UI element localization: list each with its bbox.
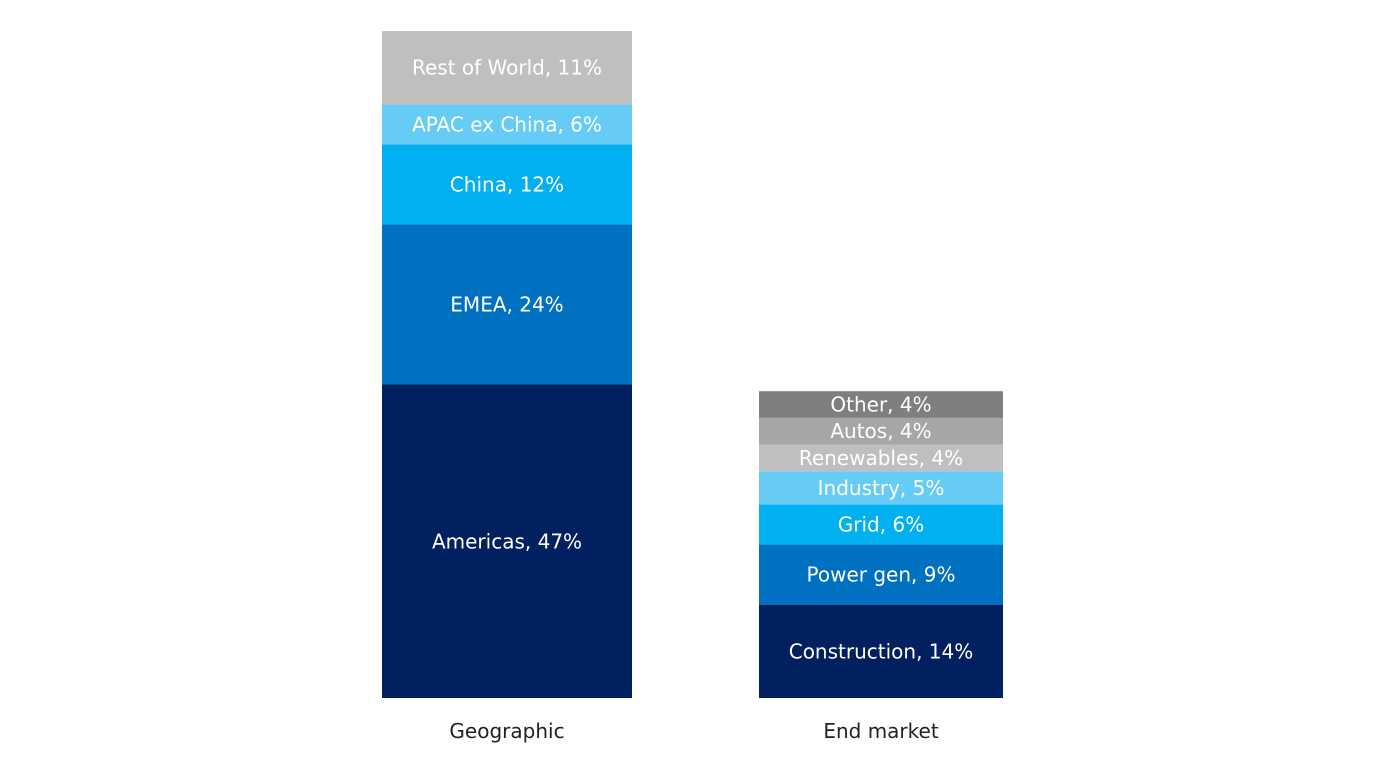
category-labels: Geographic End market — [449, 719, 938, 743]
bar-segment — [382, 31, 632, 105]
bar-segment — [382, 144, 632, 225]
bar-segment — [382, 104, 632, 145]
bar-segment — [759, 544, 1003, 605]
category-label: End market — [823, 719, 939, 743]
segment-label: Other, 4% — [830, 393, 931, 417]
segment-label: APAC ex China, 6% — [412, 112, 602, 136]
segment-label: Rest of World, 11% — [412, 56, 602, 80]
segment-label: China, 12% — [450, 172, 564, 196]
bar-segment — [759, 504, 1003, 545]
category-label: Geographic — [449, 719, 564, 743]
segment-label: Grid, 6% — [838, 513, 924, 537]
segment-label: Industry, 5% — [818, 476, 945, 500]
bars-layer: Americas, 47% EMEA, 24% China, 12% APAC ex … — [382, 31, 1003, 698]
bar-segment — [382, 384, 632, 698]
segment-label: Power gen, 9% — [807, 563, 956, 587]
bar-segment — [759, 391, 1003, 418]
bar-segment — [759, 444, 1003, 472]
bar-segment — [759, 417, 1003, 445]
bar-segment — [759, 471, 1003, 505]
segment-label: Americas, 47% — [432, 529, 582, 553]
bar-segment — [759, 604, 1003, 698]
segment-label: Construction, 14% — [789, 639, 974, 663]
segment-label: EMEA, 24% — [450, 292, 563, 316]
segment-label: Autos, 4% — [830, 419, 931, 443]
segment-label: Renewables, 4% — [799, 446, 963, 470]
bar-segment — [382, 224, 632, 385]
